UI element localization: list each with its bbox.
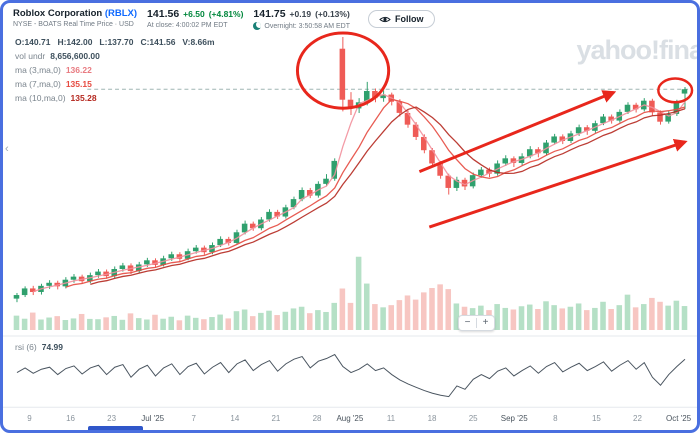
legend-volume-indicator[interactable]: vol undr 8,656,600.00 bbox=[15, 51, 100, 61]
x-axis-label: 11 bbox=[386, 414, 396, 423]
high-value: H:142.00 bbox=[57, 37, 93, 47]
low-value: L:137.70 bbox=[99, 37, 134, 47]
x-axis-label: 28 bbox=[312, 414, 322, 423]
overnight-change-pct: (+0.13%) bbox=[315, 9, 350, 19]
close-time: At close: 4:00:02 PM EDT bbox=[147, 22, 228, 29]
overnight-time: Overnight: 3:50:58 AM EDT bbox=[264, 22, 351, 30]
x-axis-label: Aug '25 bbox=[336, 414, 364, 423]
x-axis-label: 14 bbox=[230, 414, 240, 423]
overnight-price-block: 141.75 +0.19 (+0.13%) Overnight: 3:50:58… bbox=[253, 8, 350, 30]
legend-ma7-indicator[interactable]: ma (7,ma,0) 135.15 bbox=[15, 79, 92, 89]
overnight-change: +0.19 bbox=[289, 9, 312, 19]
overnight-price: 141.75 bbox=[253, 8, 286, 20]
x-axis-label: 18 bbox=[427, 414, 437, 423]
ohlc-readout: O:140.71 H:142.00 L:137.70 C:141.56 V:8.… bbox=[15, 37, 215, 47]
x-axis-label: 15 bbox=[591, 414, 601, 423]
price-chart-canvas[interactable] bbox=[3, 31, 697, 430]
zoom-out-button[interactable]: − bbox=[459, 316, 476, 330]
bottom-edge-artifact bbox=[88, 426, 143, 430]
eye-icon bbox=[379, 16, 391, 22]
zoom-control: − + bbox=[458, 315, 495, 331]
x-axis: 9 16 23 Jul '25 7 14 21 28 Aug '25 11 18 25 Sep '25 8… bbox=[3, 414, 697, 428]
open-value: O:140.71 bbox=[15, 37, 51, 47]
zoom-divider bbox=[476, 318, 477, 328]
x-axis-label: 25 bbox=[468, 414, 478, 423]
annotation-trendline-lower bbox=[428, 138, 688, 229]
zoom-in-button[interactable]: + bbox=[477, 316, 494, 330]
title-block: Roblox Corporation (RBLX) NYSE - BOATS R… bbox=[13, 8, 137, 28]
x-axis-label: 7 bbox=[191, 414, 196, 423]
x-axis-label: 23 bbox=[107, 414, 117, 423]
moon-icon bbox=[253, 22, 262, 30]
indicator-legend: O:140.71 H:142.00 L:137.70 C:141.56 V:8.… bbox=[15, 37, 215, 107]
volume-value: V:8.66m bbox=[182, 37, 215, 47]
close-change-pct: (+4.81%) bbox=[208, 9, 244, 19]
x-axis-label: 8 bbox=[553, 414, 558, 423]
annotation-circle-last-candle bbox=[657, 77, 694, 104]
x-axis-label: Jul '25 bbox=[141, 414, 165, 423]
annotation-circle-spike bbox=[295, 31, 391, 110]
close-change: +6.50 bbox=[183, 9, 205, 19]
x-axis-label: 21 bbox=[271, 414, 281, 423]
close-price-block: 141.56 +6.50 (+4.81%) At close: 4:00:02 … bbox=[147, 8, 243, 29]
chevron-left-icon[interactable]: ‹ bbox=[5, 143, 9, 155]
exchange-line: NYSE - BOATS Real Time Price · USD bbox=[13, 21, 134, 28]
annotation-trendline-upper bbox=[418, 90, 617, 173]
legend-rsi-indicator[interactable]: rsi (6) 74.99 bbox=[15, 342, 64, 352]
user-annotations bbox=[295, 31, 694, 229]
company-name: Roblox Corporation bbox=[13, 8, 103, 19]
quote-header: Roblox Corporation (RBLX) NYSE - BOATS R… bbox=[3, 3, 697, 31]
close-value: C:141.56 bbox=[140, 37, 176, 47]
legend-ma10-indicator[interactable]: ma (10,ma,0) 135.28 bbox=[15, 93, 97, 103]
ticker-symbol: (RBLX) bbox=[104, 8, 138, 19]
x-axis-label: Sep '25 bbox=[500, 414, 528, 423]
follow-button[interactable]: Follow bbox=[368, 10, 435, 28]
close-price: 141.56 bbox=[147, 8, 180, 20]
chart-area: yahoo!fina O:140.71 H:142.00 L:137.70 C:… bbox=[3, 31, 697, 430]
x-axis-label: Oct '25 bbox=[666, 414, 692, 423]
x-axis-label: 22 bbox=[633, 414, 642, 423]
x-axis-label: 16 bbox=[66, 414, 75, 423]
follow-button-label: Follow bbox=[395, 14, 424, 24]
x-axis-label: 9 bbox=[27, 414, 32, 423]
legend-ma3-indicator[interactable]: ma (3,ma,0) 136.22 bbox=[15, 65, 92, 75]
